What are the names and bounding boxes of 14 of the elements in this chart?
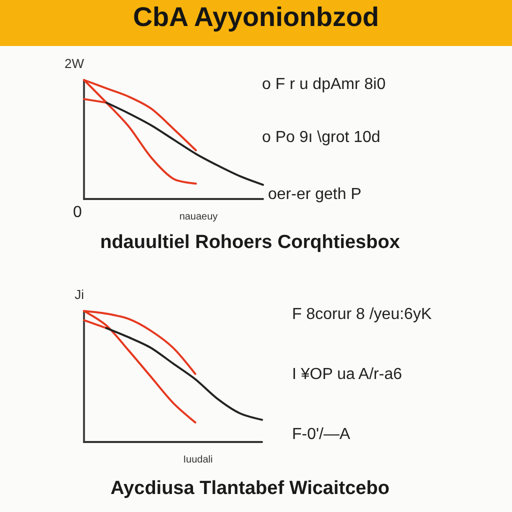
x-axis-title: nauaeuy	[179, 212, 218, 222]
x-axis-title: Iuudali	[183, 454, 213, 466]
text: Aycdiusa Tlantabef Wicaitcebo	[110, 478, 390, 500]
annotation: o F r u dpAmr 8i0	[262, 76, 386, 94]
y-axis-title: 2W	[64, 56, 85, 71]
text: 0	[73, 204, 82, 222]
text: F 8corur 8 /yeu:6yK	[292, 306, 432, 324]
text: F-0'/—A	[292, 426, 350, 444]
text: ndauultiel Rohoers Corqhtiesbox	[100, 232, 400, 254]
chart-title: CbA Ayyonionbzod	[132, 2, 380, 33]
y-axis-title: Ji	[74, 287, 84, 302]
text: oer-er geth P	[268, 186, 362, 204]
annotation: o Po 9ı \grot 10d	[262, 129, 380, 147]
text: I ¥OP ua A/r-a6	[292, 366, 402, 384]
